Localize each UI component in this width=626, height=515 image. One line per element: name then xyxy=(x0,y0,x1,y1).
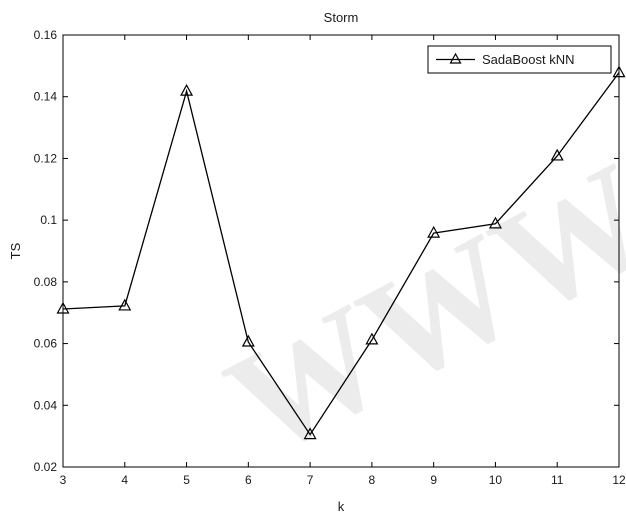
axis-ticks: 3 4 5 6 7 8 9 10 11 12 0.02 0.04 0.06 0.08 0.1 0.12 0.14… xyxy=(34,28,626,487)
data-point-triangle xyxy=(365,332,379,345)
y-tick-label: 0.06 xyxy=(34,337,58,351)
legend-label: SadaBoost kNN xyxy=(482,52,575,67)
watermark: WWW xyxy=(203,131,626,489)
y-tick-label: 0.16 xyxy=(34,28,58,42)
x-tick-label: 8 xyxy=(369,473,376,487)
x-tick-label: 6 xyxy=(245,473,252,487)
series-layer xyxy=(56,65,626,440)
x-tick-label: 5 xyxy=(183,473,190,487)
legend-triangle-marker xyxy=(449,52,462,64)
series-line-0 xyxy=(62,72,620,436)
legend: SadaBoost kNN xyxy=(427,45,612,74)
y-tick-label: 0.04 xyxy=(34,398,58,412)
data-point-triangle xyxy=(56,301,70,314)
data-point-triangle xyxy=(427,225,441,238)
data-point-triangle xyxy=(488,216,502,229)
x-tick-label: 12 xyxy=(612,473,626,487)
y-tick-label: 0.02 xyxy=(34,460,58,474)
y-tick-label: 0.08 xyxy=(34,275,58,289)
y-tick-label: 0.1 xyxy=(40,213,57,227)
plot-area xyxy=(62,34,620,468)
data-point-triangle xyxy=(303,427,317,440)
x-tick-label: 10 xyxy=(489,473,503,487)
x-tick-label: 11 xyxy=(551,473,564,487)
x-axis-label: k xyxy=(338,499,345,514)
x-tick-label: 7 xyxy=(307,473,314,487)
data-point-triangle xyxy=(612,65,626,78)
data-point-triangle xyxy=(180,83,194,96)
data-point-triangle xyxy=(241,334,255,347)
x-tick-label: 3 xyxy=(60,473,67,487)
x-tick-label: 9 xyxy=(430,473,437,487)
data-point-triangle xyxy=(118,298,132,311)
y-tick-label: 0.12 xyxy=(34,151,58,165)
chart-title: Storm xyxy=(324,10,359,25)
x-tick-label: 4 xyxy=(121,473,128,487)
data-point-triangle xyxy=(550,148,564,161)
y-tick-label: 0.14 xyxy=(34,90,58,104)
y-axis-label: TS xyxy=(8,242,23,259)
